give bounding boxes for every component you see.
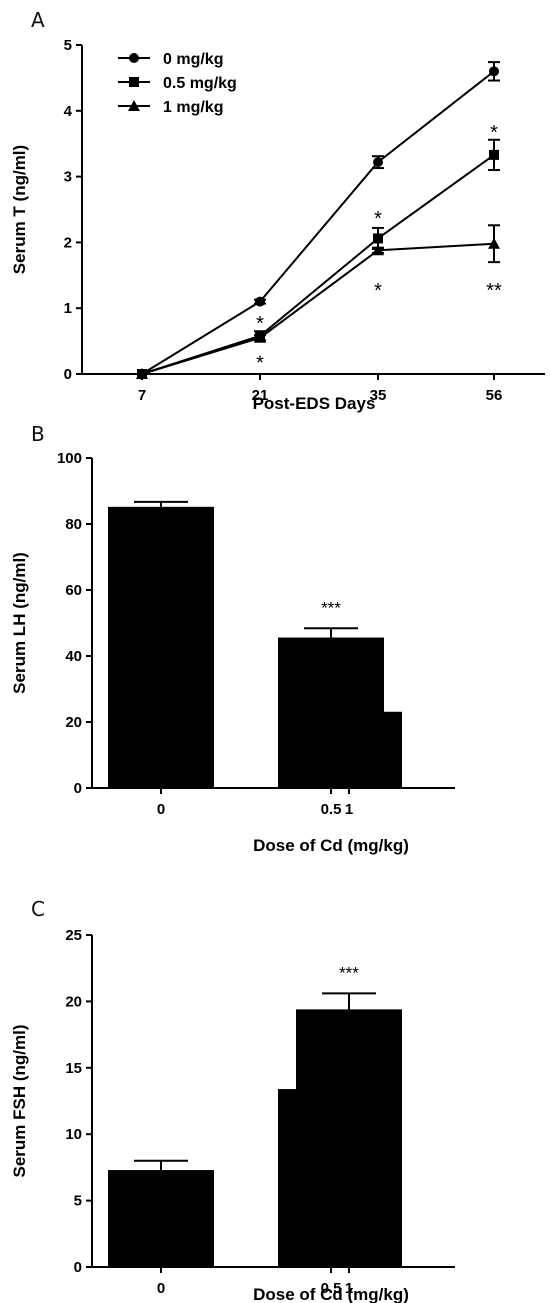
significance-marker: *** [321,598,341,617]
panel-b-x-tick-label: 0 [157,801,165,818]
panel-a-y-tick-label: 3 [64,169,72,186]
panel-a-y-tick-label: 2 [64,234,72,251]
data-point [136,368,148,379]
panel-b-y-tick-label: 60 [65,582,82,599]
panel-c-y-tick-label: 25 [65,927,82,944]
panel-b-y-tick-label: 80 [65,516,82,533]
panel-a-y-tick-label: 5 [64,37,72,54]
panel-b-y-tick-label: 100 [57,450,82,467]
bar [296,711,402,788]
data-point [254,331,266,343]
error-bar [304,627,358,638]
significance-marker: * [374,280,382,302]
error-bar [134,1159,188,1171]
significance-marker: *** [339,963,359,982]
bar [108,506,214,788]
error-bar [134,500,188,507]
panel-c-x-tick-label: 1 [345,1280,353,1297]
legend-marker [129,53,139,63]
panel-c-y-tick-label: 10 [65,1126,82,1143]
significance-marker: *** [339,677,359,696]
legend-entry: 0 mg/kg [163,51,223,68]
series-line [141,242,495,375]
panel-c-y-tick-label: 20 [65,993,82,1010]
panel-a-x-tick-label: 56 [486,387,503,404]
panel-a-y-axis-title: Serum T (ng/ml) [10,145,29,274]
panel-label-b: B [31,422,45,446]
bar [296,1009,402,1267]
panel-c-x-tick-label: 0 [157,1280,165,1297]
panel-a-x-tick-label: 35 [370,387,387,404]
data-point [373,157,383,168]
panel-c-y-tick-label: 0 [74,1259,82,1276]
panel-a-line-chart: A 0 1 2 3 4 5 7 21 35 56 Post-EDS Days Serum T (ng/m… [10,8,545,413]
significance-marker: * [256,353,264,375]
bar [108,1170,214,1267]
panel-b-y-tick-label: 0 [74,780,82,797]
panel-b-x-tick-label: 0.5 [321,801,342,818]
legend: 0 mg/kg 0.5 mg/kg 1 mg/kg [118,51,237,116]
panel-b-y-axis-title: Serum LH (ng/ml) [10,552,29,694]
panel-c-x-tick-label: 0.5 [321,1280,342,1297]
panel-c-y-axis-title: Serum FSH (ng/ml) [10,1024,29,1177]
panel-a-y-tick-label: 4 [64,103,73,120]
data-point [373,233,383,244]
panel-label-c: C [31,897,45,921]
error-bar [322,705,376,712]
data-point [489,66,499,77]
error-bar [322,992,376,1010]
panel-a-x-tick-label: 21 [252,387,269,404]
legend-marker [128,100,140,111]
panel-b-x-axis-title: Dose of Cd (mg/kg) [253,836,409,855]
panel-a-y-tick-label: 1 [64,300,72,317]
data-point [489,149,499,160]
legend-marker [129,77,139,87]
panel-label-a: A [31,8,45,32]
panel-a-y-tick-label: 0 [64,366,72,383]
panel-b-bar-chart: B 0 20 40 60 80 100 0 0.5 *** 1 *** Dose of Cd (mg/k… [10,422,455,855]
significance-marker: * [490,122,498,144]
panel-b-y-tick-label: 40 [65,648,82,665]
panel-a-x-tick-label: 7 [138,387,146,404]
legend-entry: 0.5 mg/kg [163,75,237,92]
panel-c-y-tick-label: 15 [65,1060,82,1077]
panel-c-x-axis-title: Dose of Cd (mg/kg) [253,1285,409,1303]
panel-a-x-axis-title: Post-EDS Days [253,394,376,413]
series-line [141,70,495,375]
panel-c-y-tick-label: 5 [74,1193,82,1210]
significance-marker: ** [486,280,502,302]
data-point [255,296,265,307]
series-3 [136,224,500,379]
data-point [372,244,384,256]
data-point [488,237,500,249]
panel-b-x-tick-label: 1 [345,801,353,818]
panel-b-y-tick-label: 20 [65,714,82,731]
significance-marker: * [374,208,382,230]
significance-marker: * [256,313,264,335]
legend-entry: 1 mg/kg [163,99,223,116]
